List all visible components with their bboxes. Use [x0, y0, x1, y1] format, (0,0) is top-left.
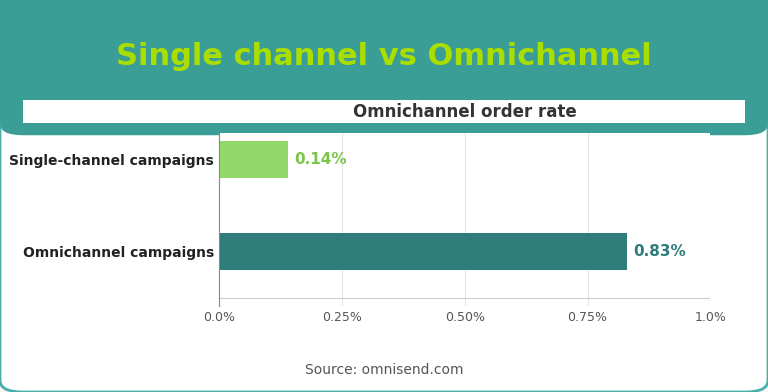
Title: Omnichannel order rate: Omnichannel order rate: [353, 103, 577, 121]
Bar: [219, 141, 288, 178]
Text: 0.14%: 0.14%: [294, 152, 346, 167]
Text: Source: omnisend.com: Source: omnisend.com: [305, 363, 463, 377]
Text: 0.83%: 0.83%: [634, 244, 686, 259]
Text: Single channel vs Omnichannel: Single channel vs Omnichannel: [116, 42, 652, 71]
Bar: [219, 233, 627, 270]
FancyBboxPatch shape: [0, 0, 768, 135]
Bar: [23, 100, 745, 123]
